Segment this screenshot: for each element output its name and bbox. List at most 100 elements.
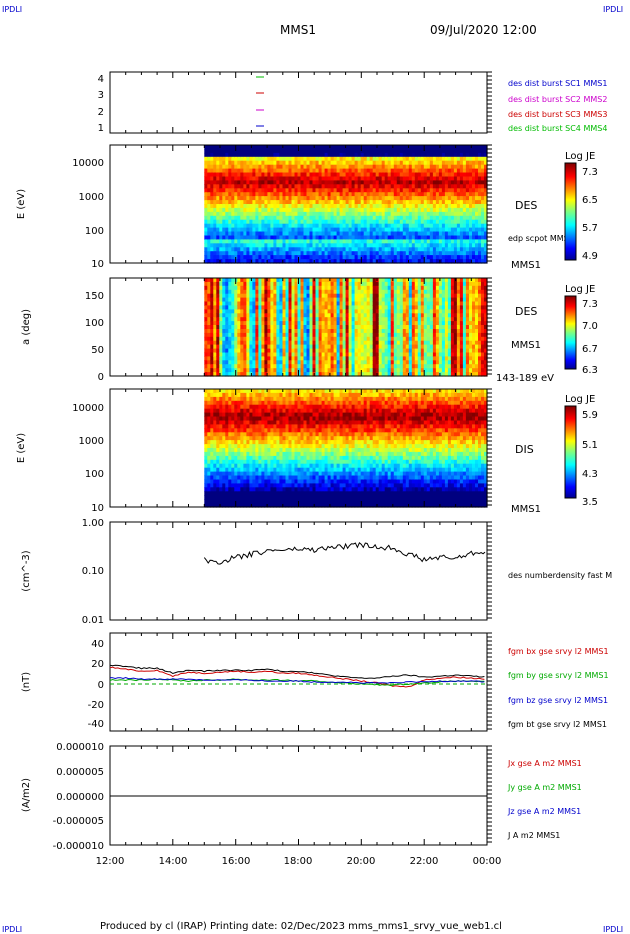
spec-des-pitch-cell — [237, 293, 241, 299]
spec-des-energy-cell — [264, 160, 268, 166]
spec-des-pitch-cell — [354, 372, 359, 377]
spec-des-pitch-cell — [216, 285, 220, 291]
spec-des-pitch-cell — [372, 293, 377, 299]
spec-des-pitch-cell — [375, 348, 380, 354]
spec-des-energy-cell — [231, 156, 235, 162]
spec-des-pitch-cell — [390, 285, 395, 291]
spec-des-energy-cell — [339, 235, 344, 240]
spec-des-pitch-cell — [348, 301, 353, 306]
spec-des-pitch-cell — [249, 281, 253, 287]
spec-des-pitch-cell — [252, 289, 256, 295]
spec-des-energy-cell — [351, 215, 356, 221]
spec-des-pitch-cell — [351, 321, 356, 326]
spec-des-energy-cell — [393, 172, 398, 177]
spec-des-pitch-cell — [417, 340, 422, 346]
spec-des-pitch-cell — [312, 301, 317, 306]
spec-des-pitch-cell — [204, 321, 208, 326]
spec-des-pitch-cell — [375, 360, 380, 365]
spec-des-energy-cell — [273, 247, 277, 252]
spec-des-energy-cell — [438, 231, 443, 236]
spec-des-energy-cell — [249, 204, 253, 209]
spec-des-energy-cell — [315, 188, 320, 193]
spec-des-pitch-cell — [357, 305, 362, 310]
spec-des-pitch-cell — [228, 321, 232, 326]
spec-des-energy-cell — [423, 160, 428, 166]
spec-des-energy-cell — [333, 235, 338, 240]
spec-des-pitch-cell — [360, 313, 365, 318]
spec-des-pitch-cell — [249, 301, 253, 306]
spec-des-pitch-cell — [312, 281, 317, 287]
spec-des-energy-cell — [243, 243, 247, 248]
spec-des-pitch-cell — [210, 332, 214, 338]
spec-des-energy-cell — [354, 255, 359, 260]
spec-des-energy-cell — [294, 200, 299, 205]
spec-des-pitch-cell — [378, 289, 383, 295]
spec-des-energy-cell — [264, 247, 268, 252]
spec-des-energy-cell — [441, 196, 446, 201]
spec-des-energy-cell — [291, 235, 296, 240]
spec-des-energy-cell — [297, 227, 302, 233]
spec-des-energy-cell — [408, 227, 413, 233]
spec-des-pitch-cell — [390, 309, 395, 314]
spec-des-energy-cell — [475, 152, 479, 158]
spec-des-energy-cell — [411, 152, 416, 158]
spec-des-energy-cell — [438, 243, 443, 248]
spec-des-energy-cell — [225, 156, 229, 162]
spec-des-energy-cell — [441, 255, 446, 260]
spec-des-pitch-cell — [210, 301, 214, 306]
spec-des-energy-cell — [291, 247, 296, 252]
spec-des-energy-cell — [294, 243, 299, 248]
spec-des-energy-cell — [210, 219, 214, 225]
spec-des-energy-cell — [435, 243, 440, 248]
spec-des-pitch-cell — [402, 332, 407, 338]
spec-des-pitch-cell — [387, 356, 392, 361]
spec-des-pitch-cell — [294, 289, 299, 295]
spec-des-energy-cell — [270, 247, 274, 252]
spec-des-pitch-cell — [396, 317, 401, 322]
spec-des-pitch-cell — [249, 309, 253, 314]
spec-des-pitch-cell — [426, 348, 431, 354]
spec-des-energy-cell — [393, 200, 398, 205]
spec-des-pitch-cell — [270, 360, 274, 365]
spec-des-energy-cell — [306, 172, 311, 177]
spec-des-pitch-cell — [213, 278, 217, 283]
spec-des-pitch-cell — [207, 325, 211, 330]
spec-des-energy-cell — [243, 235, 247, 240]
spec-des-energy-cell — [240, 255, 244, 260]
spec-des-energy-cell — [285, 180, 290, 185]
spec-des-pitch-cell — [309, 344, 314, 350]
spec-des-pitch-cell — [204, 293, 208, 299]
spec-des-energy-cell — [345, 176, 350, 181]
spec-des-energy-cell — [261, 247, 265, 252]
spec-des-energy-cell — [357, 235, 362, 240]
spec-des-pitch-cell — [237, 372, 241, 377]
spec-des-pitch-cell — [459, 301, 464, 306]
spec-des-pitch-cell — [222, 352, 226, 357]
spec-des-energy-cell — [318, 215, 323, 221]
spec-des-energy-cell — [222, 207, 226, 213]
spec-des-pitch-cell — [348, 336, 353, 342]
spec-des-pitch-cell — [261, 372, 265, 377]
spec-des-pitch-cell — [372, 278, 377, 283]
spec-des-energy-cell — [216, 172, 220, 177]
spec-des-pitch-cell — [393, 336, 398, 342]
spec-des-energy-cell — [300, 255, 305, 260]
spec-des-pitch-cell — [405, 285, 410, 291]
spec-des-pitch-cell — [270, 340, 274, 346]
spec-des-energy-cell — [237, 223, 241, 229]
spec-des-pitch-cell — [360, 297, 365, 303]
spec-des-energy-cell — [351, 164, 356, 170]
spec-des-energy-cell — [291, 168, 296, 174]
spec-des-pitch-cell — [333, 285, 338, 291]
spec-des-pitch-cell — [411, 313, 416, 318]
spec-des-pitch-cell — [363, 305, 368, 310]
spec-des-pitch-cell — [378, 329, 383, 334]
spec-des-pitch-cell — [324, 317, 329, 322]
spec-des-pitch-cell — [360, 289, 365, 295]
spec-des-pitch-cell — [393, 348, 398, 354]
spec-des-energy-cell — [447, 160, 452, 166]
spec-des-energy-cell — [453, 211, 458, 217]
spec-des-energy-cell — [441, 160, 446, 166]
spec-des-energy-cell — [420, 188, 425, 193]
spec-des-energy-cell — [330, 148, 335, 154]
